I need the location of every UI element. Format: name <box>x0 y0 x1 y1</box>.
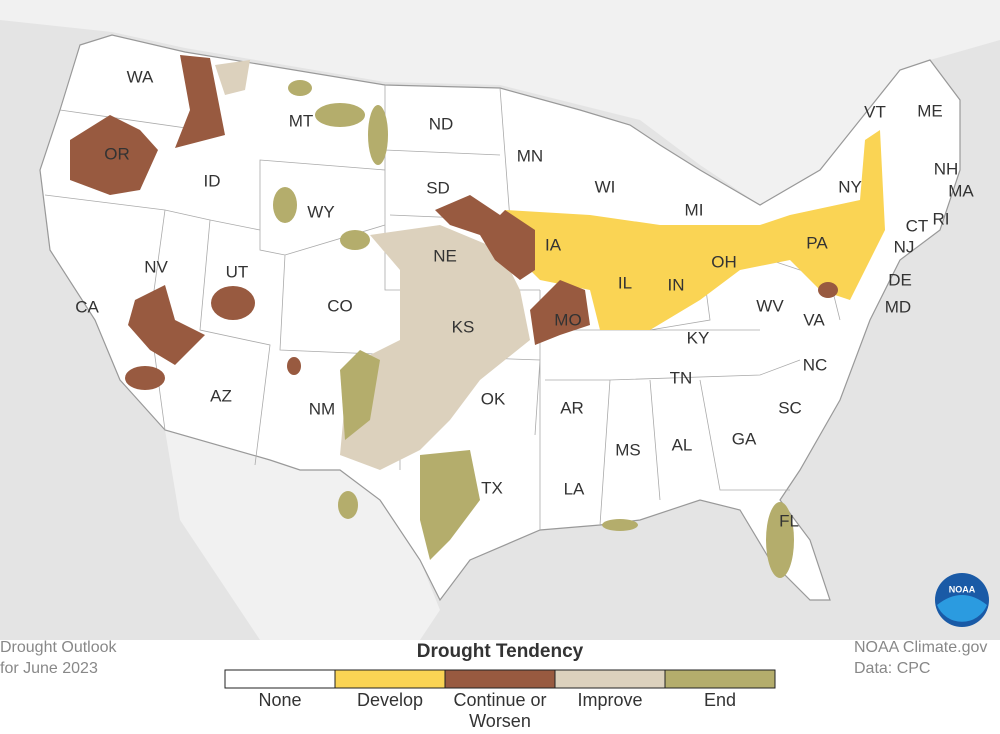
state-label: AZ <box>210 386 232 405</box>
state-label: MD <box>885 297 911 316</box>
end-area <box>273 187 297 223</box>
continue-area <box>70 115 158 195</box>
state-label: NC <box>803 355 828 374</box>
continue-area <box>818 282 838 298</box>
state-label: AL <box>672 435 693 454</box>
legend-label: Continue or Worsen <box>453 690 546 731</box>
state-label: NV <box>144 257 168 276</box>
state-label: GA <box>732 429 757 448</box>
end-area <box>766 502 794 578</box>
state-label: CA <box>75 297 99 316</box>
continue-area <box>175 55 225 148</box>
end-area <box>340 230 370 250</box>
state-label: AR <box>560 398 584 417</box>
noaa-logo: NOAA <box>935 573 989 627</box>
credit-line: NOAA Climate.gov <box>854 639 987 656</box>
logo-text: NOAA <box>949 584 976 594</box>
state-label: KY <box>687 328 710 347</box>
state-label: MN <box>517 146 543 165</box>
end-area <box>288 80 312 96</box>
caption-line: Drought Outlook <box>0 639 118 656</box>
state-label: OH <box>711 252 737 271</box>
state-label: IN <box>668 275 685 294</box>
state-label: ID <box>204 171 221 190</box>
end-area <box>368 105 388 165</box>
state-label: NH <box>934 159 959 178</box>
logo-wave <box>937 595 987 622</box>
credit-line: Data: CPC <box>854 660 930 677</box>
state-label: IA <box>545 235 562 254</box>
state-label: WV <box>756 296 784 315</box>
end-area <box>315 103 365 127</box>
develop-area <box>505 130 885 330</box>
state-label: UT <box>226 262 249 281</box>
state-label: MT <box>289 111 314 130</box>
end-area <box>338 491 358 519</box>
state-label: SC <box>778 398 802 417</box>
state-label: ME <box>917 101 943 120</box>
state-label: MS <box>615 440 641 459</box>
legend-label: None <box>258 690 301 710</box>
continue-areas <box>70 55 838 390</box>
legend-title: Drought Tendency <box>417 641 584 662</box>
state-label: MA <box>948 181 974 200</box>
improve-area <box>340 225 530 470</box>
state-labels: WA OR CA ID NV MT WY UT AZ CO NM ND SD NE KS OK TX MN IA MO… <box>75 67 974 530</box>
end-areas <box>273 80 794 578</box>
improve-areas <box>215 60 530 470</box>
legend-swatch <box>444 669 556 689</box>
state-label: PA <box>806 233 828 252</box>
state-label: ND <box>429 114 454 133</box>
state-label: NM <box>309 399 335 418</box>
state-label: NY <box>838 177 862 196</box>
state-label: WI <box>595 177 616 196</box>
legend-swatch <box>224 669 336 689</box>
continue-area <box>530 280 590 345</box>
end-area <box>602 519 638 531</box>
state-label: NJ <box>894 237 915 256</box>
state-label: CO <box>327 296 353 315</box>
state-label: RI <box>933 209 950 228</box>
end-area <box>340 350 380 440</box>
end-area <box>420 450 480 560</box>
legend-swatch <box>554 669 666 689</box>
legend-label: End <box>704 690 736 710</box>
continue-area <box>211 286 255 320</box>
state-label: NE <box>433 246 457 265</box>
state-label: MO <box>554 310 581 329</box>
legend-swatch <box>664 669 776 689</box>
state-label: IL <box>618 273 632 292</box>
state-label: WA <box>127 67 154 86</box>
state-label: TN <box>670 368 693 387</box>
state-label: LA <box>564 479 585 498</box>
state-label: FL <box>779 511 799 530</box>
legend-label: Develop <box>357 690 423 710</box>
continue-area <box>128 285 205 365</box>
state-label: WY <box>307 202 334 221</box>
legend: None Develop Continue or Worsen Improve End <box>224 669 776 731</box>
continue-area <box>435 195 535 280</box>
state-label: KS <box>452 317 475 336</box>
develop-areas <box>505 130 885 330</box>
canada <box>0 0 1000 205</box>
state-label: DE <box>888 270 912 289</box>
state-label: MI <box>685 200 704 219</box>
improve-area <box>215 60 250 95</box>
state-label: VT <box>864 102 886 121</box>
state-label: OK <box>481 389 506 408</box>
state-label: OR <box>104 144 130 163</box>
continue-area <box>287 357 301 375</box>
state-label: VA <box>803 310 825 329</box>
mexico <box>165 430 440 640</box>
state-label: SD <box>426 178 450 197</box>
continue-area <box>125 366 165 390</box>
legend-swatch <box>334 669 446 689</box>
state-label: CT <box>906 216 929 235</box>
caption-line: for June 2023 <box>0 660 98 677</box>
state-label: TX <box>481 478 503 497</box>
legend-label: Improve <box>577 690 642 710</box>
